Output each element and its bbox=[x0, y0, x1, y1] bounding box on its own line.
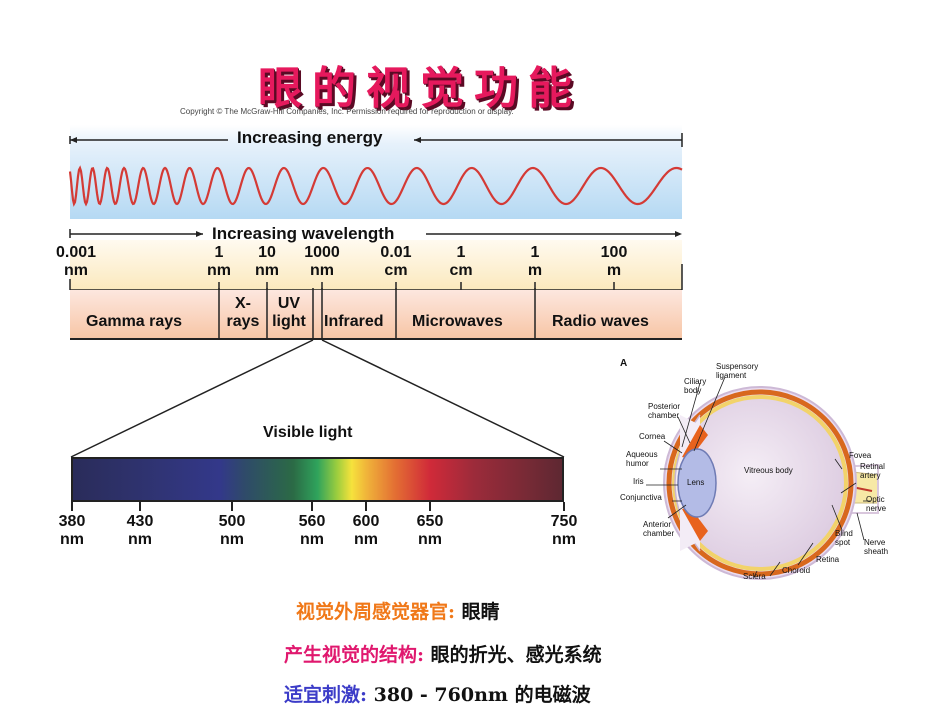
visible-tick-label: 650 nm bbox=[416, 513, 444, 548]
lens-shape bbox=[677, 448, 717, 518]
increasing-energy-label: Increasing energy bbox=[237, 128, 383, 147]
tick-label: 1 nm bbox=[207, 244, 231, 279]
tick-label: 1 cm bbox=[449, 244, 473, 279]
note-adequate-stimulus: 适宜刺激: 380 - 760nm 的电磁波 bbox=[284, 680, 591, 707]
tick-mark bbox=[563, 502, 565, 511]
label-retina: Retina bbox=[816, 555, 840, 564]
visible-zoom-lines bbox=[70, 339, 565, 458]
tick-label: 0.01 cm bbox=[380, 244, 412, 279]
label-cornea: Cornea bbox=[639, 432, 666, 441]
tick-label: 100 m bbox=[600, 244, 628, 279]
wavelength-band bbox=[70, 240, 682, 290]
visible-light-label: Visible light bbox=[263, 424, 353, 441]
panel-letter-a: A bbox=[620, 358, 628, 369]
label-sclera: Sclera bbox=[743, 572, 766, 581]
label-posterior-chamber: Posterior chamber bbox=[648, 402, 681, 420]
visible-tick-label: 430 nm bbox=[126, 513, 154, 548]
copyright-notice: Copyright © The McGraw-Hill Companies, I… bbox=[180, 107, 514, 116]
tick-label: 0.001 nm bbox=[55, 244, 97, 279]
label-nerve-sheath: Nerve sheath bbox=[864, 538, 889, 556]
spectrum-regions-band bbox=[70, 290, 682, 340]
label-anterior-chamber: Anterior chamber bbox=[643, 520, 675, 538]
energy-arrows-and-wave bbox=[68, 133, 683, 207]
visible-tick-label: 750 nm bbox=[550, 513, 578, 548]
wave-path bbox=[68, 165, 683, 207]
note-label: 产生视觉的结构: bbox=[284, 644, 425, 666]
label-blind-spot: Blind spot bbox=[835, 529, 853, 547]
region-infrared: Infrared bbox=[324, 313, 384, 330]
tick-mark bbox=[139, 502, 141, 511]
region-gamma-rays: Gamma rays bbox=[86, 313, 183, 330]
label-optic-nerve: Optic nerve bbox=[866, 495, 887, 513]
tick-label: 10 nm bbox=[255, 244, 279, 279]
note-value: 眼睛 bbox=[461, 601, 500, 623]
note-label: 适宜刺激: bbox=[284, 684, 368, 706]
note-value: 380 - 760nm 的电磁波 bbox=[373, 684, 591, 706]
region-microwaves: Microwaves bbox=[412, 313, 503, 330]
slide-title: 眼的视觉功能 bbox=[258, 63, 582, 114]
region-dividers bbox=[218, 288, 536, 338]
tick-label: 1000 nm bbox=[304, 244, 340, 279]
region-x-rays: X-rays bbox=[226, 295, 260, 330]
note-visual-structure: 产生视觉的结构: 眼的折光、感光系统 bbox=[284, 640, 602, 667]
note-peripheral-organ: 视觉外周感觉器官: 眼睛 bbox=[296, 597, 500, 624]
label-ciliary-body: Ciliary body bbox=[684, 377, 707, 395]
label-iris: Iris bbox=[633, 477, 644, 486]
label-lens: Lens bbox=[687, 478, 705, 487]
note-label: 视觉外周感觉器官: bbox=[296, 601, 456, 623]
label-choroid: Choroid bbox=[782, 566, 811, 575]
label-retinal-artery: Retinal artery bbox=[860, 462, 885, 480]
tick-mark bbox=[365, 502, 367, 511]
note-value: 眼的折光、感光系统 bbox=[430, 644, 602, 666]
eye-anatomy-illustration bbox=[646, 376, 879, 580]
tick-mark bbox=[429, 502, 431, 511]
label-vitreous-body: Vitreous body bbox=[744, 466, 793, 475]
label-suspensory-ligament: Suspensory ligament bbox=[716, 362, 759, 380]
tick-mark bbox=[231, 502, 233, 511]
region-uv-light: UV light bbox=[272, 295, 306, 330]
tick-mark bbox=[311, 502, 313, 511]
tick-mark bbox=[71, 502, 73, 511]
region-radio-waves: Radio waves bbox=[552, 313, 649, 330]
visible-tick-label: 560 nm bbox=[298, 513, 326, 548]
increasing-wavelength-label: Increasing wavelength bbox=[212, 224, 395, 243]
label-fovea: Fovea bbox=[849, 451, 872, 460]
label-aqueous-humor: Aqueous humor bbox=[626, 450, 658, 468]
label-conjunctiva: Conjunctiva bbox=[620, 493, 662, 502]
visible-tick-label: 380 nm bbox=[58, 513, 86, 548]
visible-tick-label: 600 nm bbox=[352, 513, 380, 548]
visible-spectrum-bar bbox=[71, 457, 564, 502]
visible-tick-label: 500 nm bbox=[218, 513, 246, 548]
